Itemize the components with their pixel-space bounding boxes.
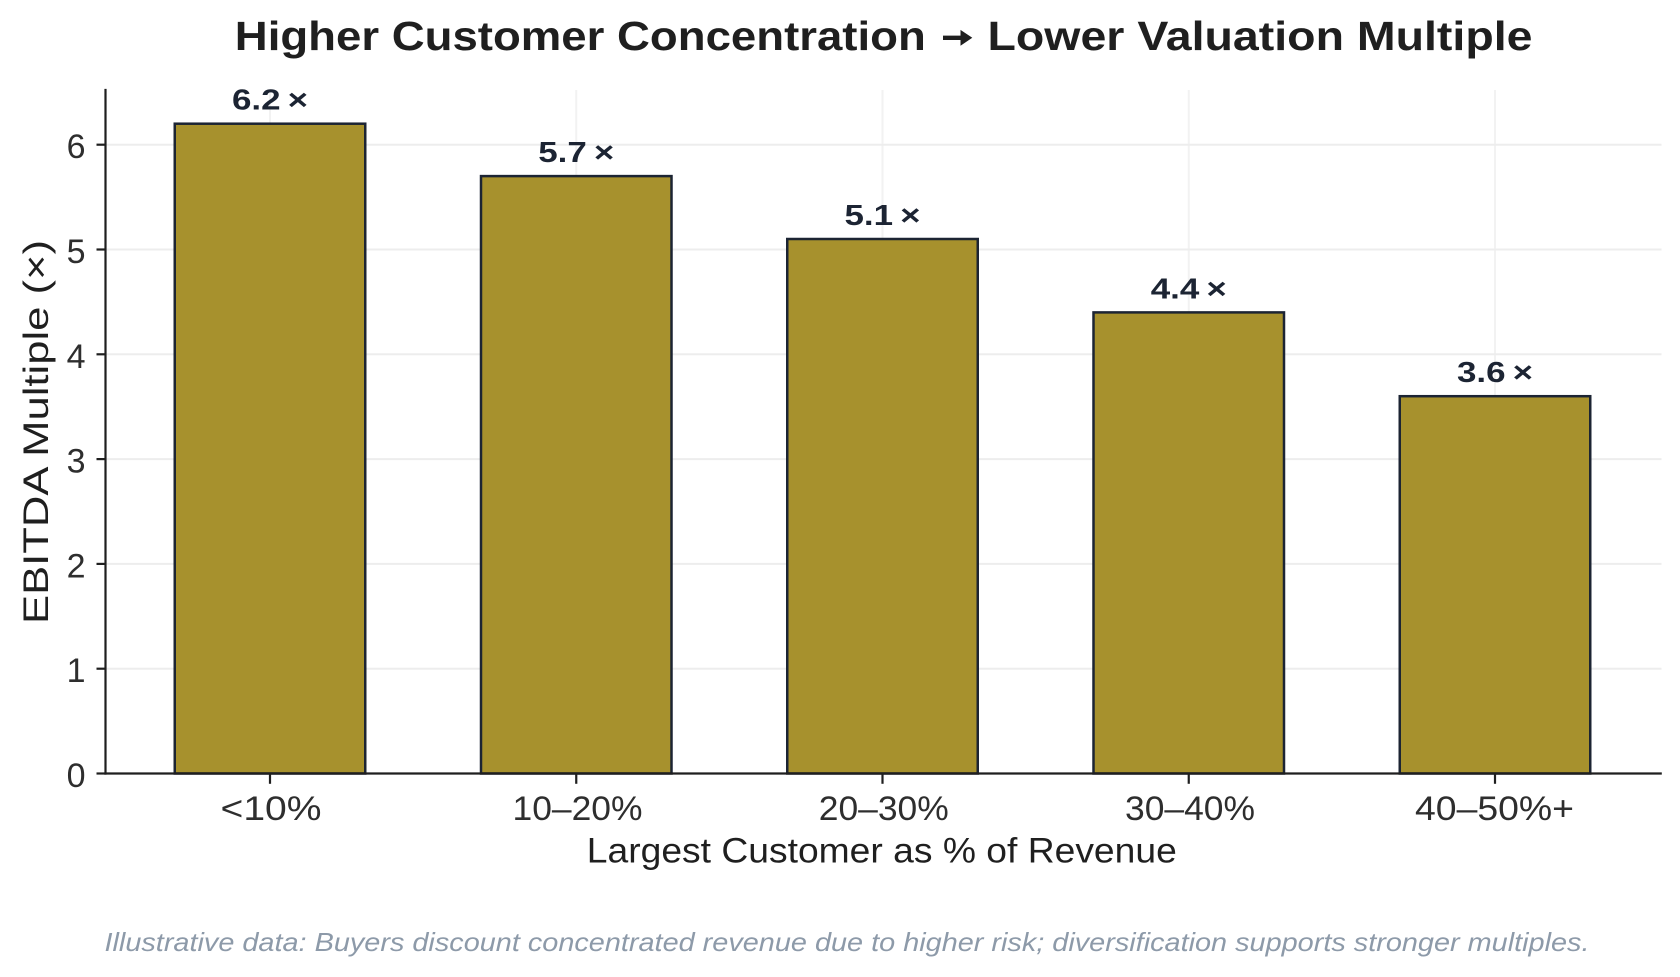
svg-text:10–20%: 10–20%	[513, 790, 643, 828]
svg-text:40–50%+: 40–50%+	[1415, 790, 1574, 828]
svg-text:2: 2	[67, 547, 86, 585]
svg-text:6: 6	[67, 128, 86, 166]
svg-text:Illustrative data: Buyers disc: Illustrative data: Buyers discount conce…	[105, 927, 1590, 957]
svg-text:1: 1	[67, 652, 86, 690]
svg-text:6.2 ×: 6.2 ×	[232, 85, 308, 117]
svg-text:0: 0	[67, 757, 86, 795]
svg-text:5.7 ×: 5.7 ×	[538, 137, 614, 169]
svg-text:20–30%: 20–30%	[819, 790, 949, 828]
svg-text:3.6 ×: 3.6 ×	[1457, 357, 1533, 389]
svg-text:5.1 ×: 5.1 ×	[845, 200, 921, 232]
svg-text:Higher Customer Concentration: Higher Customer Concentration	[235, 13, 926, 59]
svg-text:Lower Valuation Multiple: Lower Valuation Multiple	[988, 13, 1533, 59]
svg-text:<10%: <10%	[221, 790, 322, 828]
svg-text:5: 5	[67, 233, 86, 271]
svg-text:30–40%: 30–40%	[1125, 790, 1255, 828]
svg-text:4.4 ×: 4.4 ×	[1151, 273, 1227, 305]
svg-text:EBITDA Multiple (×): EBITDA Multiple (×)	[17, 240, 56, 624]
svg-text:Largest Customer as % of Reven: Largest Customer as % of Revenue	[587, 832, 1177, 871]
svg-text:3: 3	[67, 443, 86, 481]
svg-text:4: 4	[67, 338, 86, 376]
